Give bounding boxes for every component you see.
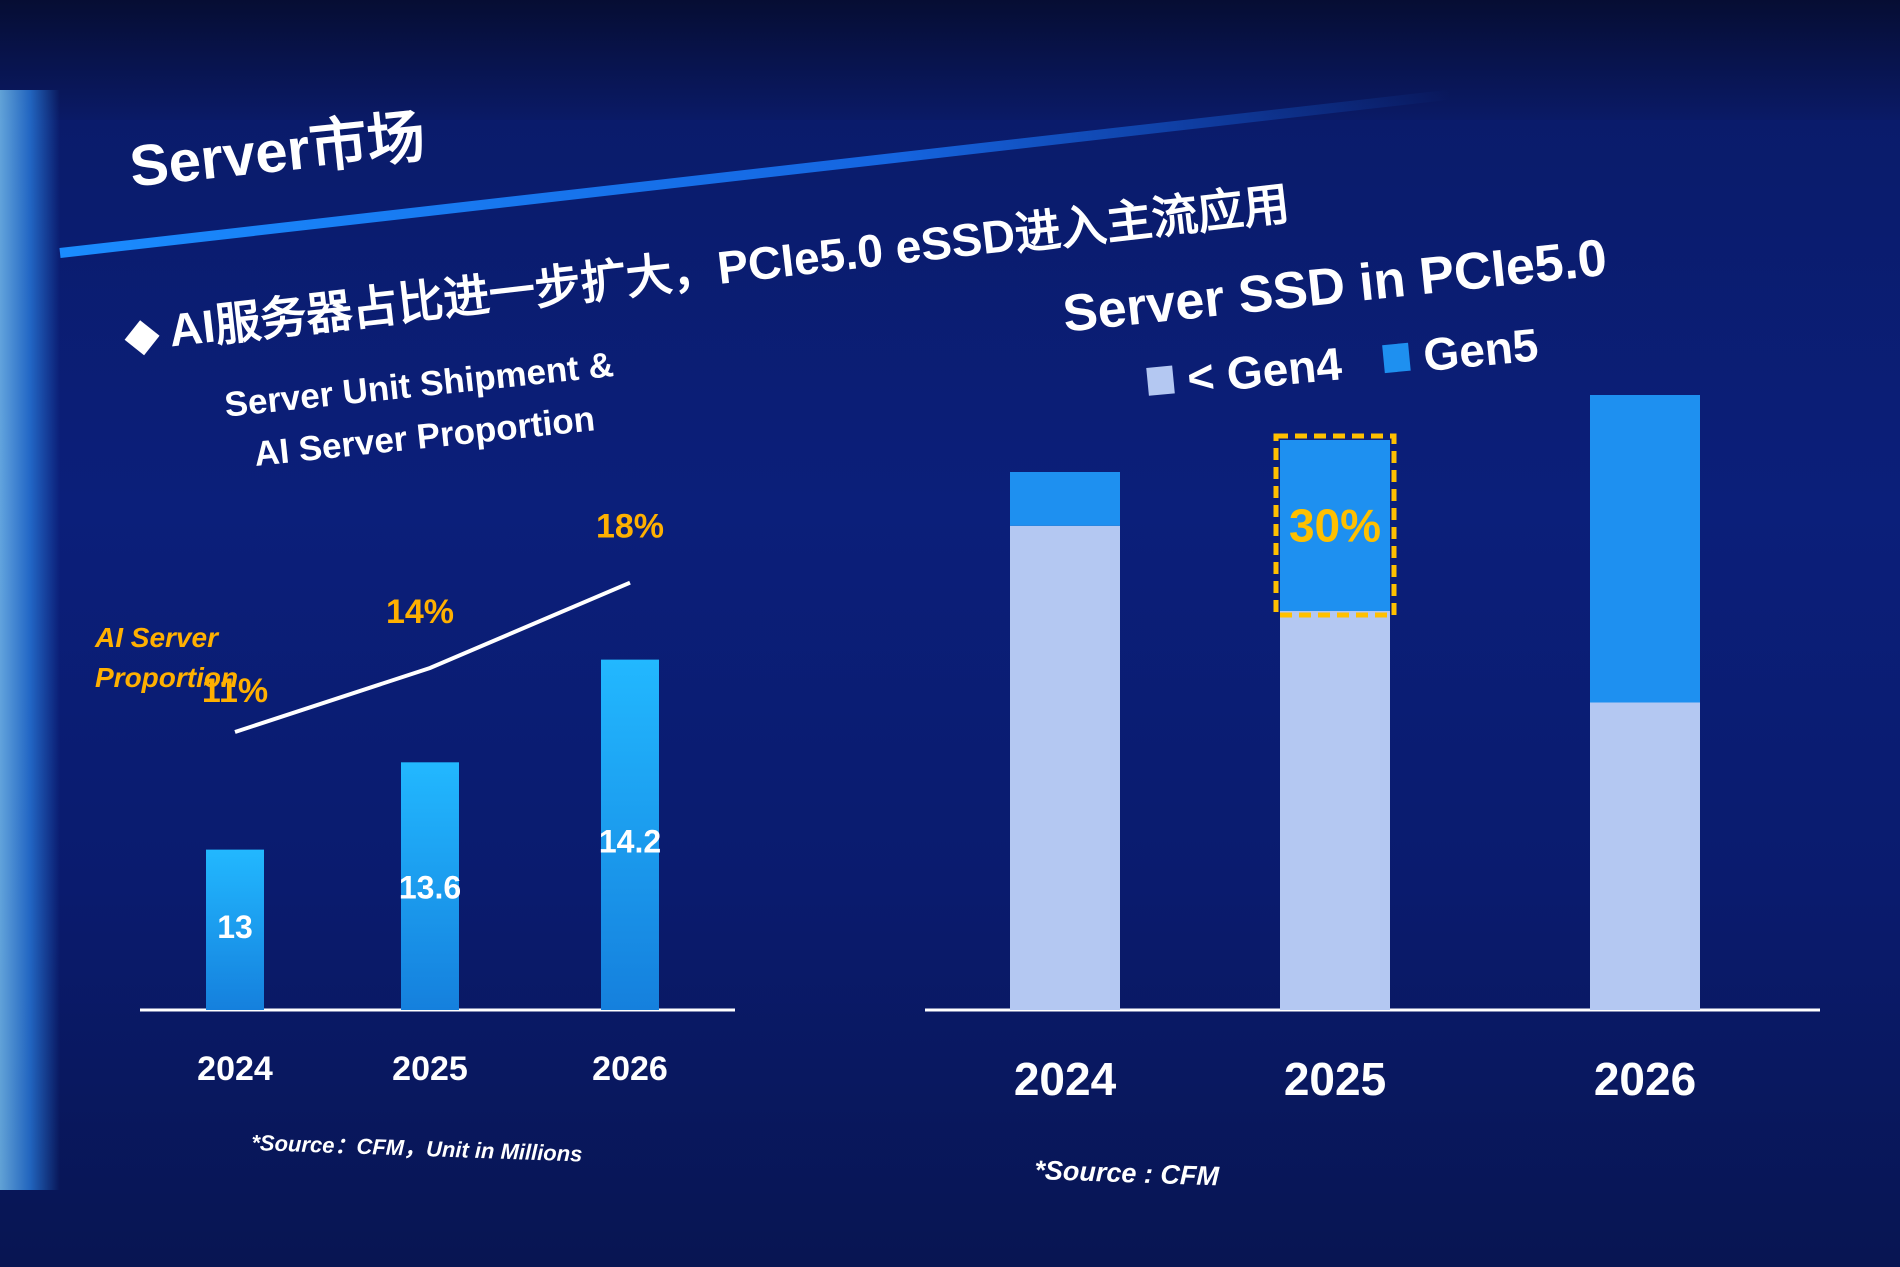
shipment-value-label-2025: 13.6 — [399, 870, 461, 906]
gen5-highlight-box-2025 — [1273, 433, 1397, 618]
shipment-bar-2025 — [401, 762, 459, 1010]
shipment-value-label-2024: 13 — [217, 909, 253, 945]
left-x-tick-2025: 2025 — [392, 1050, 468, 1088]
shipment-value-label-2026: 14.2 — [599, 823, 661, 859]
ai-proportion-series-label: AI Server Proportion — [95, 618, 238, 698]
left-edge-glow — [0, 90, 60, 1190]
gen5-bar-2025 — [1280, 440, 1390, 611]
ai-proportion-label-2024: 11% — [202, 672, 268, 710]
ai-proportion-label-line-1: AI Server — [95, 622, 218, 653]
server-shipment-chart: 13 2024 13.6 2025 14.2 2026 11% 14% 18% — [140, 508, 735, 1088]
gen4-bar-2024 — [1010, 525, 1120, 1010]
pcie5-ssd-chart: 2024 2025 30% 2026 — [925, 395, 1820, 1105]
top-band — [0, 0, 1900, 120]
gen5-bar-2024 — [1010, 472, 1120, 526]
gen5-bar-2026 — [1590, 395, 1700, 703]
ai-proportion-line — [234, 580, 631, 734]
shipment-bar-2026 — [601, 659, 659, 1010]
right-x-tick-2026: 2026 — [1594, 1053, 1696, 1105]
shipment-bar-2024 — [206, 849, 264, 1010]
gen5-share-label-2025: 30% — [1289, 500, 1381, 552]
right-chart-source: *Source : CFM — [1033, 1155, 1220, 1192]
ai-proportion-label-2025: 14% — [386, 593, 454, 631]
gen4-bar-2025 — [1280, 611, 1390, 1010]
legend-swatch-gen5 — [1382, 342, 1411, 374]
diamond-bullet-icon: ◆ — [121, 305, 163, 362]
gen4-bar-2026 — [1590, 702, 1700, 1010]
left-x-tick-2024: 2024 — [197, 1050, 273, 1088]
right-x-tick-2025: 2025 — [1284, 1053, 1386, 1105]
ai-proportion-label-2026: 18% — [596, 508, 664, 546]
ai-proportion-label-line-2: Proportion — [95, 662, 239, 693]
left-x-tick-2026: 2026 — [592, 1050, 668, 1088]
right-x-tick-2024: 2024 — [1014, 1053, 1117, 1105]
legend-label-gen5: Gen5 — [1420, 318, 1541, 382]
